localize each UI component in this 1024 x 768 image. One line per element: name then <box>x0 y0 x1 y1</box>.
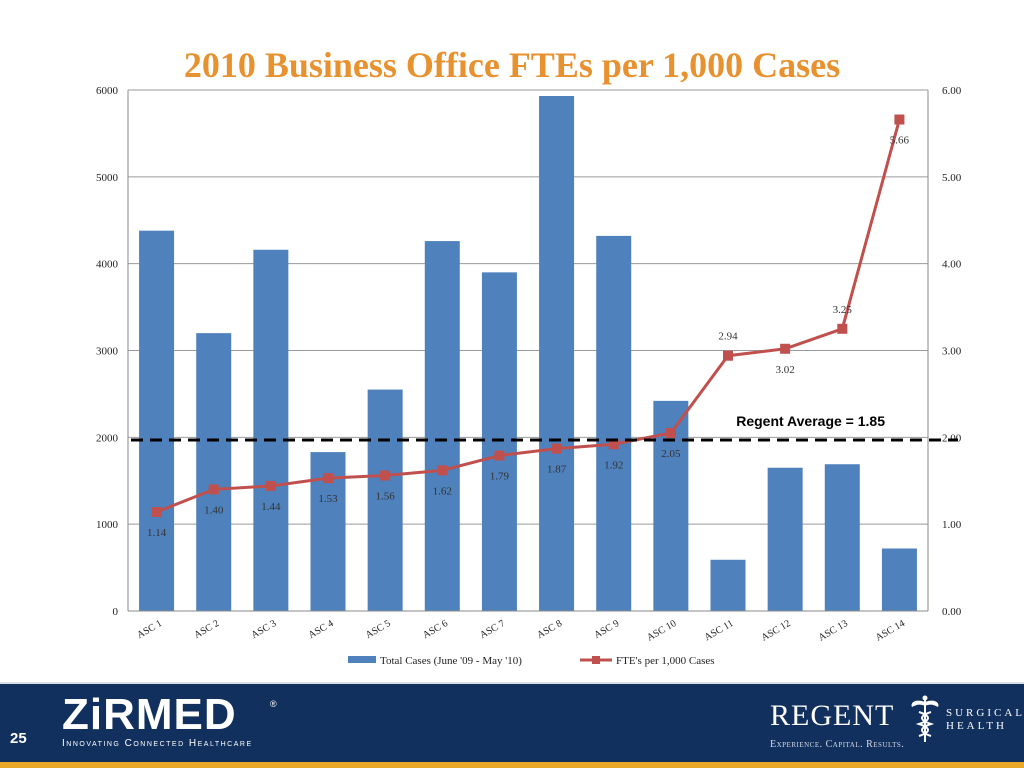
x-tick-label: ASC 7 <box>478 618 507 641</box>
data-labels: 1.14 1.40 1.44 1.53 1.56 1.62 1.79 1.87 1.92 2.05… <box>147 135 910 539</box>
zirmed-tagline: Innovating Connected Healthcare <box>62 738 253 749</box>
x-tick-label: ASC 14 <box>874 618 907 644</box>
x-tick-label: ASC 2 <box>192 618 221 641</box>
bar <box>481 272 517 611</box>
data-label: 1.92 <box>604 459 623 471</box>
line-point <box>380 470 391 481</box>
y-left-tick-label: 3000 <box>96 346 119 358</box>
x-tick-label: ASC 5 <box>364 618 393 641</box>
regent-surgical-text: SURGICAL <box>946 707 1024 719</box>
fte-line <box>156 119 901 514</box>
regent-health-text: HEALTH <box>946 720 1007 732</box>
chart-title: 2010 Business Office FTEs per 1,000 Case… <box>183 45 841 85</box>
regent-logo: REGENT <box>770 699 895 732</box>
line-point <box>437 465 448 476</box>
legend-swatch-marker <box>592 656 600 664</box>
data-label: 1.14 <box>147 527 167 539</box>
legend-label-fte: FTE's per 1,000 Cases <box>616 655 715 667</box>
line-point <box>208 484 219 495</box>
bar <box>367 389 403 611</box>
x-tick-label: ASC 12 <box>759 618 792 644</box>
slide-number: 25 <box>10 730 27 747</box>
bar <box>539 96 575 611</box>
x-tick-label: ASC 13 <box>817 618 850 644</box>
data-label: 1.79 <box>490 471 510 483</box>
legend-label-total-cases: Total Cases (June '09 - May '10) <box>380 655 522 667</box>
bar <box>424 241 460 611</box>
legend: Total Cases (June '09 - May '10) FTE's pe… <box>348 655 715 667</box>
y-right-tick-label: 6.00 <box>942 85 962 97</box>
line-point <box>894 114 905 125</box>
legend-swatch-bar <box>348 656 376 663</box>
data-label: 1.44 <box>261 501 281 513</box>
data-label: 5.66 <box>890 135 910 147</box>
regent-tagline: Experience. Capital. Results. <box>770 739 905 750</box>
y-left-tick-label: 6000 <box>96 85 119 97</box>
x-tick-label: ASC 8 <box>535 618 564 641</box>
data-label: 2.05 <box>661 448 681 460</box>
bar <box>881 548 917 611</box>
data-label: 2.94 <box>718 331 738 343</box>
gridlines <box>128 89 928 525</box>
x-tick-label: ASC 6 <box>421 618 450 641</box>
bar <box>139 230 175 612</box>
chart-canvas: 0 1000 2000 3000 4000 5000 6000 0.00 1.00 2.00 3.0… <box>96 85 962 667</box>
y-right-tick-label: 1.00 <box>942 519 962 531</box>
y-right-tick-label: 3.00 <box>942 346 962 358</box>
x-tick-label: ASC 4 <box>307 618 336 641</box>
data-label: 3.02 <box>776 364 795 376</box>
bar <box>196 333 232 611</box>
footer-accent-stripe <box>0 762 1024 768</box>
y-right-tick-label: 4.00 <box>942 259 962 271</box>
bar <box>253 249 289 612</box>
line-point <box>837 323 848 334</box>
x-tick-label: ASC 10 <box>645 618 678 644</box>
bar <box>767 467 803 611</box>
y-left-tick-label: 5000 <box>96 172 119 184</box>
line-point <box>665 427 676 438</box>
line-point <box>151 507 162 518</box>
y-left-tick-label: 2000 <box>96 432 119 444</box>
caduceus-icon <box>911 695 939 742</box>
data-label: 3.25 <box>833 304 853 316</box>
bar <box>824 464 860 611</box>
line-point <box>551 443 562 454</box>
line-point <box>265 480 276 491</box>
bar <box>710 559 746 611</box>
line-point <box>608 439 619 450</box>
data-label: 1.56 <box>376 491 396 503</box>
data-label: 1.40 <box>204 504 224 516</box>
y-left-tick-label: 1000 <box>96 519 119 531</box>
line-point <box>494 450 505 461</box>
zirmed-logo: ZiRMED <box>62 690 237 739</box>
line-point <box>323 473 333 484</box>
regent-average-label: Regent Average = 1.85 <box>736 413 885 429</box>
x-tick-label: ASC 3 <box>250 618 279 641</box>
line-point <box>723 350 733 361</box>
line-point <box>780 343 791 354</box>
y-left-tick-label: 0 <box>113 606 119 618</box>
footer-divider <box>0 682 1024 684</box>
y-right-tick-label: 0.00 <box>942 606 962 618</box>
bar-series <box>139 96 917 612</box>
x-tick-label: ASC 1 <box>135 618 164 641</box>
x-tick-label: ASC 9 <box>592 618 621 641</box>
registered-mark: ® <box>270 699 277 709</box>
line-series <box>151 114 905 518</box>
footer-bar <box>0 684 1024 762</box>
y-right-tick-label: 5.00 <box>942 172 962 184</box>
data-label: 1.87 <box>547 464 567 476</box>
x-tick-label: ASC 11 <box>703 618 736 643</box>
reference-line: Regent Average = 1.85 <box>131 413 958 442</box>
bar <box>596 235 632 611</box>
y-left-tick-label: 4000 <box>96 259 119 271</box>
data-label: 1.53 <box>318 493 338 505</box>
y-right-tick-label: 2.00 <box>942 432 962 444</box>
data-label: 1.62 <box>433 485 452 497</box>
